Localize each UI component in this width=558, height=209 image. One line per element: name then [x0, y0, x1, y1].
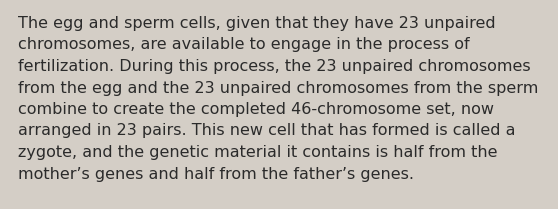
Text: zygote, and the genetic material it contains is half from the: zygote, and the genetic material it cont… [18, 145, 498, 160]
Text: combine to create the completed 46-chromosome set, now: combine to create the completed 46-chrom… [18, 102, 494, 117]
Text: from the egg and the 23 unpaired chromosomes from the sperm: from the egg and the 23 unpaired chromos… [18, 80, 538, 96]
Text: arranged in 23 pairs. This new cell that has formed is called a: arranged in 23 pairs. This new cell that… [18, 124, 516, 139]
Text: mother’s genes and half from the father’s genes.: mother’s genes and half from the father’… [18, 167, 414, 181]
Text: chromosomes, are available to engage in the process of: chromosomes, are available to engage in … [18, 37, 470, 52]
Text: fertilization. During this process, the 23 unpaired chromosomes: fertilization. During this process, the … [18, 59, 531, 74]
Text: The egg and sperm cells, given that they have 23 unpaired: The egg and sperm cells, given that they… [18, 16, 496, 31]
